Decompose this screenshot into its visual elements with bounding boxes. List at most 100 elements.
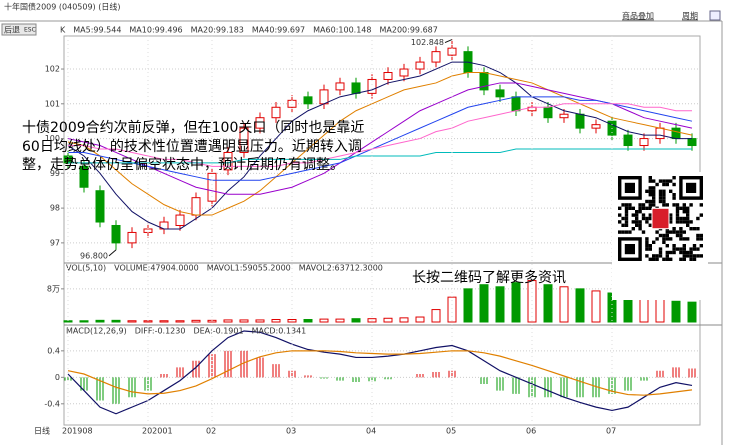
ma-line	[68, 96, 693, 181]
qr-module	[658, 254, 663, 258]
qr-module	[662, 240, 666, 244]
icon-button[interactable]	[709, 10, 721, 21]
qr-module	[655, 182, 659, 187]
qr-module	[652, 179, 656, 183]
qr-module	[641, 216, 646, 221]
candle-body	[255, 117, 265, 129]
qr-module	[682, 206, 686, 210]
qr-module	[648, 186, 652, 190]
legend-entry: MA200:99.687	[380, 26, 438, 35]
volume-bar	[383, 317, 393, 323]
qr-module	[621, 203, 625, 207]
qr-module	[696, 216, 700, 221]
qr-module	[631, 220, 635, 224]
qr-module	[679, 257, 683, 261]
qr-module	[679, 233, 683, 238]
high-pointer	[444, 39, 453, 44]
qr-module	[686, 210, 690, 214]
x-tick-label: 05	[446, 427, 456, 436]
qr-module	[669, 237, 673, 241]
ma-line	[67, 61, 692, 230]
qr-module	[662, 199, 666, 204]
ma-line	[68, 103, 692, 167]
qr-module	[669, 257, 673, 261]
candle-body	[559, 113, 569, 119]
qr-module	[648, 189, 652, 193]
qr-module	[696, 237, 700, 241]
candle-body	[111, 224, 121, 244]
qr-module	[645, 206, 649, 210]
qr-module	[624, 213, 629, 217]
qr-module	[665, 179, 669, 183]
qr-module	[699, 244, 703, 248]
qr-module	[638, 206, 642, 210]
qr-module	[665, 244, 669, 248]
candle-body	[415, 61, 425, 70]
candle-body	[127, 231, 137, 244]
candle-body	[303, 96, 313, 105]
x-axis-label: 日线	[34, 426, 50, 436]
y-tick-label: 97	[50, 238, 60, 247]
qr-module	[686, 237, 690, 241]
candle-body	[639, 138, 649, 147]
x-tick-label: 03	[286, 427, 296, 436]
qr-module	[624, 230, 629, 234]
qr-module	[675, 213, 680, 217]
qr-module	[662, 257, 666, 261]
legend-entry: MA5:99.544	[73, 26, 121, 35]
y-tick-label: 8万	[47, 284, 60, 293]
qr-module	[635, 213, 639, 217]
volume-bar	[111, 319, 121, 323]
candle-body	[223, 151, 233, 171]
qr-module	[645, 220, 649, 224]
qr-module	[648, 199, 652, 204]
qr-module	[645, 244, 649, 248]
qr-module	[621, 223, 625, 227]
volume-bar	[639, 296, 649, 323]
qr-module	[662, 196, 666, 200]
qr-code[interactable]	[618, 176, 703, 261]
qr-module	[658, 250, 663, 255]
back-button-label[interactable]: 后退	[4, 25, 20, 35]
qr-module	[638, 227, 642, 231]
volume-bar	[431, 309, 441, 323]
legend-entry: MA20:99.183	[191, 26, 244, 35]
qr-module	[672, 182, 676, 187]
qr-module	[679, 230, 683, 234]
qr-module	[689, 247, 693, 251]
qr-module	[672, 247, 676, 251]
candle-body	[447, 47, 457, 56]
y-tick-label: 98	[50, 204, 60, 213]
qr-module	[665, 203, 669, 207]
qr-module	[679, 216, 683, 221]
qr-module	[686, 216, 690, 221]
qr-module	[662, 237, 666, 241]
qr-module	[658, 189, 663, 193]
candle-body	[351, 82, 361, 94]
qr-module	[686, 250, 690, 255]
qr-module	[679, 250, 683, 255]
qr-module	[672, 193, 676, 197]
qr-module	[699, 213, 703, 217]
volume-bar	[447, 296, 457, 323]
candle-body	[367, 78, 377, 94]
overlay-link[interactable]: 商品叠加	[622, 11, 654, 21]
qr-module	[689, 227, 693, 231]
volume-bar	[335, 318, 345, 323]
qr-module	[645, 216, 649, 221]
qr-module	[689, 250, 693, 255]
qr-module	[682, 244, 686, 248]
qr-module	[645, 254, 649, 258]
volume-bar	[175, 320, 185, 323]
volume-bar	[687, 301, 697, 323]
candle-body	[79, 165, 89, 188]
back-button[interactable]	[1, 23, 37, 36]
qr-module	[675, 247, 680, 251]
volume-bar	[239, 319, 249, 323]
period-link[interactable]: 周期	[682, 12, 698, 21]
qr-module	[682, 247, 686, 251]
qr-module	[686, 223, 690, 227]
legend-entry: K	[60, 26, 66, 35]
window-title: 十年国债2009 (040509) (日线)	[4, 2, 120, 12]
qr-module	[648, 244, 652, 248]
